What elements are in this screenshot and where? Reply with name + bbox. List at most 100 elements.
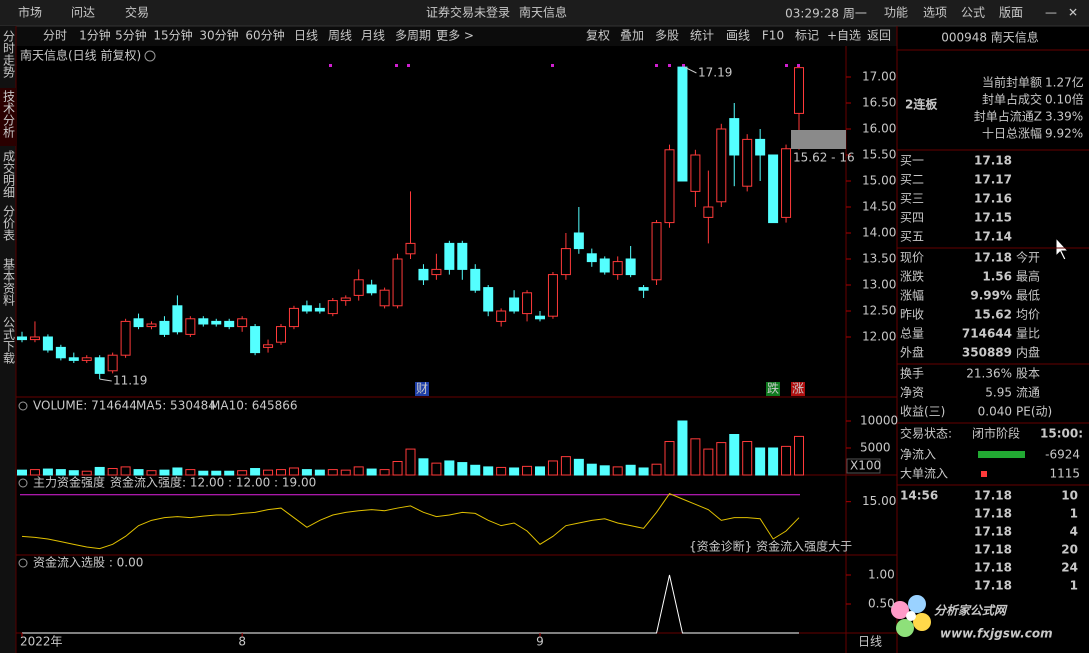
candle-body	[573, 232, 584, 250]
unit-box	[846, 458, 881, 474]
price-tick-label: 14.50	[862, 199, 896, 213]
status-time: 15:00:	[1040, 427, 1083, 441]
quote-label: 昨收	[900, 308, 924, 322]
menu-item[interactable]: 问达	[71, 6, 95, 20]
period-button[interactable]: 15分钟	[153, 28, 192, 43]
seal-label: 当前封单额	[982, 75, 1042, 90]
tool-button[interactable]: 叠加	[620, 29, 644, 43]
tool-button[interactable]: 统计	[690, 29, 714, 43]
bid-label: 买五	[900, 230, 924, 244]
period-button[interactable]: 更多 >	[436, 29, 474, 43]
menu-item[interactable]: 功能	[884, 6, 908, 20]
period-button[interactable]: 5分钟	[115, 28, 147, 43]
trade-price: 17.18	[974, 579, 1012, 593]
candle-body	[224, 320, 235, 328]
volume-bar	[522, 465, 533, 476]
side-tab[interactable]: 分价表	[2, 205, 16, 241]
side-tab[interactable]: 基本资料	[2, 258, 16, 306]
event-marker: 跌	[767, 381, 779, 396]
price-tick-label: 13.50	[862, 251, 896, 265]
tool-button[interactable]: F10	[762, 29, 784, 43]
menu-item[interactable]: 交易	[125, 5, 149, 20]
period-button[interactable]: 1分钟	[79, 28, 111, 43]
quote-label: 现价	[900, 251, 924, 265]
menu-item[interactable]: 市场	[18, 5, 42, 20]
petal	[908, 595, 926, 613]
volume-bar	[133, 469, 144, 476]
tool-button[interactable]: 返回	[867, 29, 891, 43]
bid-price: 17.15	[974, 211, 1012, 225]
volume-bar	[794, 435, 804, 476]
candle-body	[172, 305, 183, 333]
period-button[interactable]: 日线	[294, 29, 318, 43]
volume-bar	[457, 462, 468, 476]
menu-item[interactable]: 版面	[999, 6, 1023, 20]
volume-bar	[560, 456, 571, 476]
tool-button[interactable]: +自选	[827, 29, 861, 43]
dropdown-icon[interactable]	[144, 50, 156, 62]
date-label: 9	[536, 635, 544, 649]
candle-body	[664, 149, 675, 224]
candle-body	[263, 344, 274, 348]
trade-volume: 20	[1061, 543, 1078, 557]
volume-bar	[573, 458, 584, 476]
volume-bar	[690, 438, 701, 476]
volume-tick-label: 10000	[860, 413, 898, 427]
volume-bar	[418, 458, 429, 476]
quote-label: 今开	[1016, 250, 1040, 265]
side-tab[interactable]: 公式下载	[2, 316, 16, 365]
price-tick-label: 15.50	[862, 147, 896, 161]
period-button[interactable]: 分时	[43, 29, 67, 43]
volume-bar	[405, 448, 416, 476]
quote-label: 内盘	[1016, 345, 1040, 360]
event-marker: 涨	[792, 381, 804, 396]
candle-body	[509, 297, 520, 312]
period-button[interactable]: 周线	[328, 29, 352, 43]
finance-label: 换手	[900, 367, 924, 381]
period-button[interactable]: 月线	[361, 29, 385, 43]
side-tab[interactable]: 分时走势	[2, 30, 16, 78]
period-button[interactable]: 多周期	[395, 29, 431, 43]
menu-item[interactable]: 选项	[923, 6, 947, 20]
side-tab[interactable]: 成交明细	[2, 150, 16, 198]
candle-body	[353, 279, 364, 296]
petal	[913, 613, 931, 631]
price-tick-label: 17.00	[862, 69, 896, 83]
dropdown-icon[interactable]	[18, 558, 28, 568]
tool-button[interactable]: 标记	[795, 29, 819, 43]
dot	[785, 64, 788, 67]
candle-body	[211, 320, 222, 325]
volume-bar	[392, 460, 403, 476]
volume-bar	[288, 467, 299, 476]
tool-button[interactable]: 复权	[586, 29, 610, 43]
period-button[interactable]: 30分钟	[199, 28, 238, 43]
side-tab[interactable]: 技术分析	[2, 90, 16, 139]
candle-body	[327, 300, 338, 315]
minimize-button[interactable]: —	[1045, 6, 1057, 20]
candle-body	[185, 318, 196, 335]
finance-value: 5.95	[985, 386, 1012, 400]
close-button[interactable]: ✕	[1068, 6, 1078, 20]
price-box	[791, 130, 846, 149]
price-tick-label: 12.00	[862, 329, 896, 343]
high-label: 17.19	[698, 66, 732, 80]
candle-body	[340, 297, 351, 302]
dot	[407, 64, 410, 67]
dropdown-icon[interactable]	[18, 401, 28, 411]
finance-value: 21.36%	[966, 367, 1012, 381]
clock: 03:29:28 周一	[785, 7, 867, 21]
indicator-note: {资金诊断} 资金流入强度大于	[689, 539, 852, 554]
dot	[395, 64, 398, 67]
period-button[interactable]: 60分钟	[245, 28, 284, 43]
volume-bar	[107, 468, 118, 476]
side-bar	[0, 26, 16, 653]
menu-item[interactable]: 公式	[961, 6, 985, 20]
tool-button[interactable]: 画线	[726, 29, 750, 43]
candle-body	[431, 268, 442, 276]
tool-button[interactable]: 多股	[655, 29, 679, 43]
volume-bar	[742, 441, 753, 476]
seal-label: 封单占成交	[982, 92, 1042, 107]
quote-label: 最低	[1016, 289, 1040, 303]
candle-body	[29, 336, 40, 341]
dropdown-icon[interactable]	[18, 478, 28, 488]
